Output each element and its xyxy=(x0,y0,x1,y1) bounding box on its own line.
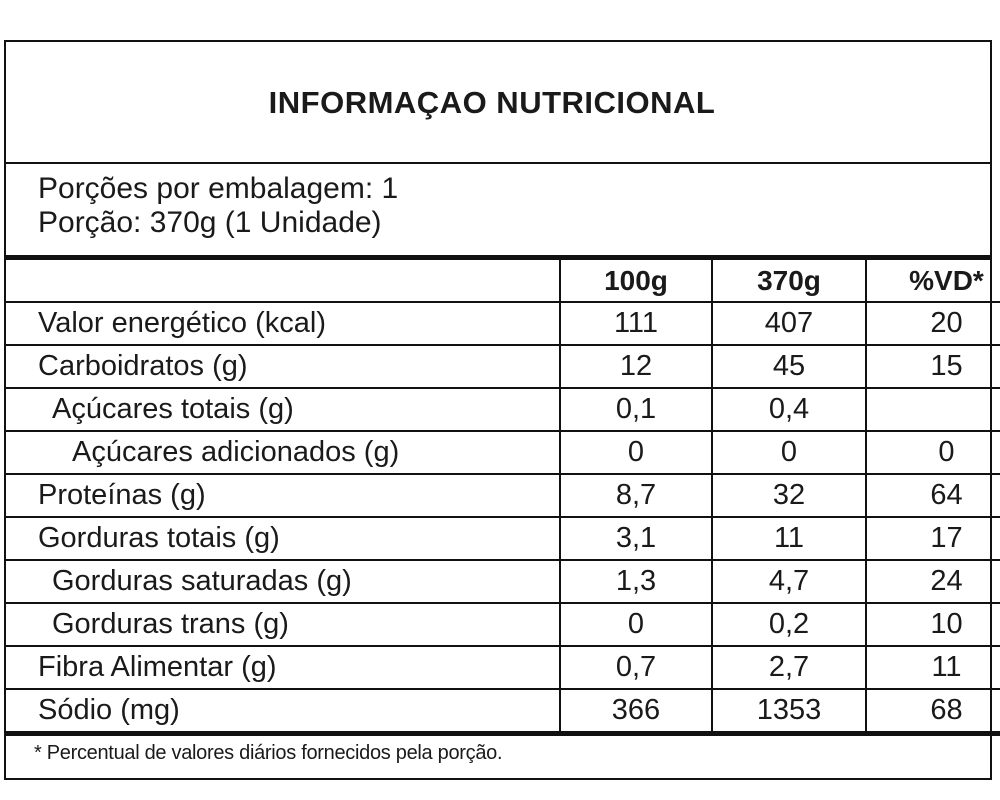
nutrient-label: Sódio (mg) xyxy=(6,689,561,736)
nutrient-label: Gorduras totais (g) xyxy=(6,517,561,561)
nutrient-label-text: Açúcares totais (g) xyxy=(52,393,294,425)
table-row: Valor energético (kcal) 111 407 20 xyxy=(6,302,1000,346)
nutrient-label: Proteínas (g) xyxy=(6,474,561,518)
nutrition-facts-panel: INFORMAÇAO NUTRICIONAL Porções por embal… xyxy=(4,40,1000,780)
nutrient-label: Gorduras saturadas (g) xyxy=(6,560,561,604)
header-label-cell xyxy=(6,260,561,303)
nutrient-label-text: Fibra Alimentar (g) xyxy=(38,651,277,683)
title-section: INFORMAÇAO NUTRICIONAL xyxy=(6,42,990,164)
table-row: Gorduras saturadas (g) 1,3 4,7 24 xyxy=(6,560,1000,604)
value-370g: 1353 xyxy=(712,689,867,736)
servings-per-package: Porções por embalagem: 1 xyxy=(38,172,399,205)
value-vd: 0 xyxy=(866,431,1000,475)
value-370g: 32 xyxy=(712,474,867,518)
value-100g: 0,7 xyxy=(560,646,713,690)
column-header-370g: 370g xyxy=(712,260,867,303)
value-370g: 11 xyxy=(712,517,867,561)
value-370g: 0,2 xyxy=(712,603,867,647)
value-vd: 11 xyxy=(866,646,1000,690)
value-vd: 10 xyxy=(866,603,1000,647)
nutrient-label: Valor energético (kcal) xyxy=(6,302,561,346)
column-header-vd: %VD* xyxy=(866,260,1000,303)
value-vd xyxy=(866,388,1000,432)
value-100g: 3,1 xyxy=(560,517,713,561)
value-370g: 45 xyxy=(712,345,867,389)
value-vd: 64 xyxy=(866,474,1000,518)
table-header-row: 100g 370g %VD* xyxy=(6,260,1000,303)
value-vd: 17 xyxy=(866,517,1000,561)
value-100g: 0,1 xyxy=(560,388,713,432)
nutrient-label: Açúcares totais (g) xyxy=(6,388,561,432)
serving-size: Porção: 370g (1 Unidade) xyxy=(38,206,382,239)
table-row: Gorduras trans (g) 0 0,2 10 xyxy=(6,603,1000,647)
value-100g: 111 xyxy=(560,302,713,346)
table-row: Carboidratos (g) 12 45 15 xyxy=(6,345,1000,389)
value-vd: 15 xyxy=(866,345,1000,389)
value-100g: 0 xyxy=(560,603,713,647)
value-370g: 4,7 xyxy=(712,560,867,604)
value-100g: 366 xyxy=(560,689,713,736)
nutrient-label-text: Valor energético (kcal) xyxy=(38,307,326,339)
value-100g: 12 xyxy=(560,345,713,389)
footnote: * Percentual de valores diários fornecid… xyxy=(34,742,503,764)
value-370g: 0,4 xyxy=(712,388,867,432)
nutrient-label-text: Açúcares adicionados (g) xyxy=(72,436,400,468)
table-row: Açúcares adicionados (g) 0 0 0 xyxy=(6,431,1000,475)
value-370g: 2,7 xyxy=(712,646,867,690)
nutrient-label-text: Proteínas (g) xyxy=(38,479,206,511)
nutrient-label: Carboidratos (g) xyxy=(6,345,561,389)
nutrient-label-text: Gorduras trans (g) xyxy=(52,608,289,640)
value-vd: 20 xyxy=(866,302,1000,346)
column-header-100g: 100g xyxy=(560,260,713,303)
nutrient-label: Açúcares adicionados (g) xyxy=(6,431,561,475)
nutrient-label-text: Gorduras totais (g) xyxy=(38,522,280,554)
nutrient-label-text: Carboidratos (g) xyxy=(38,350,248,382)
table-row: Gorduras totais (g) 3,1 11 17 xyxy=(6,517,1000,561)
value-vd: 24 xyxy=(866,560,1000,604)
table-row: Proteínas (g) 8,7 32 64 xyxy=(6,474,1000,518)
serving-info-section: Porções por embalagem: 1 Porção: 370g (1… xyxy=(6,164,990,260)
nutrient-label-text: Sódio (mg) xyxy=(38,694,180,726)
table-row: Fibra Alimentar (g) 0,7 2,7 11 xyxy=(6,646,1000,690)
nutrient-label: Gorduras trans (g) xyxy=(6,603,561,647)
table-row: Açúcares totais (g) 0,1 0,4 xyxy=(6,388,1000,432)
value-100g: 0 xyxy=(560,431,713,475)
value-370g: 407 xyxy=(712,302,867,346)
value-370g: 0 xyxy=(712,431,867,475)
value-100g: 1,3 xyxy=(560,560,713,604)
nutrient-label: Fibra Alimentar (g) xyxy=(6,646,561,690)
nutrient-label-text: Gorduras saturadas (g) xyxy=(52,565,352,597)
value-vd: 68 xyxy=(866,689,1000,736)
value-100g: 8,7 xyxy=(560,474,713,518)
table-row: Sódio (mg) 366 1353 68 xyxy=(6,689,1000,736)
nutrition-table: 100g 370g %VD* Valor energético (kcal) 1… xyxy=(6,260,1000,736)
panel-title: INFORMAÇAO NUTRICIONAL xyxy=(268,85,716,120)
